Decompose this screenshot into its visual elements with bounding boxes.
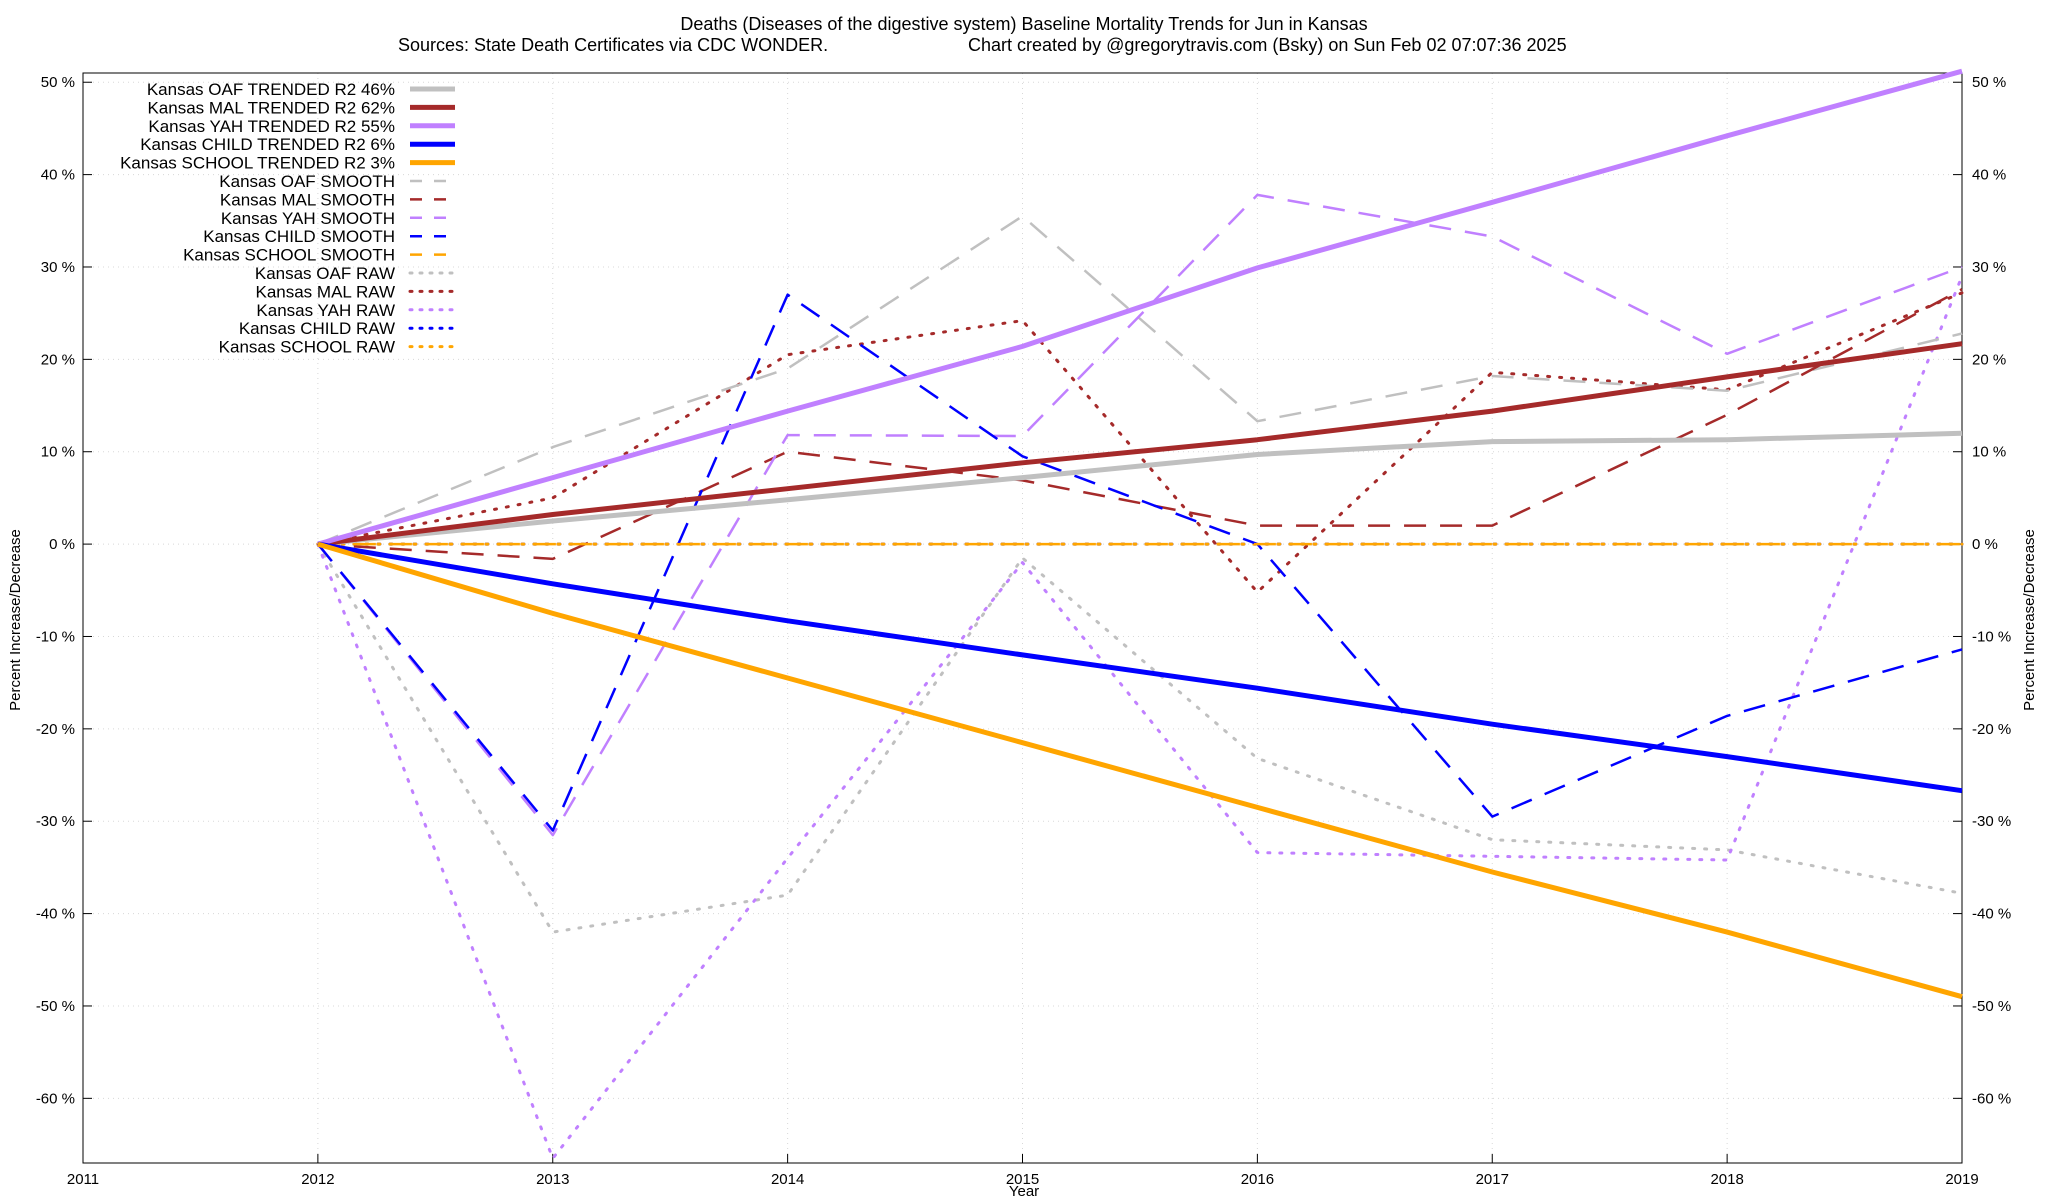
axis-ticks: 50 % 50 % 40 % 40 % 30 % 30 % 20 % 20 % 10 % 10 %… (36, 74, 2011, 1188)
y-tick-label-left: -60 % (36, 1090, 75, 1107)
x-tick-label: 2017 (1476, 1171, 1509, 1188)
y-tick-label-left: 30 % (41, 259, 75, 276)
legend: Kansas OAF TRENDED R2 46%Kansas MAL TREN… (120, 80, 457, 357)
series-line-6 (317, 288, 1963, 561)
legend-label: Kansas MAL TRENDED R2 62% (147, 98, 395, 117)
legend-label: Kansas SCHOOL TRENDED R2 3% (120, 154, 395, 173)
legend-label: Kansas CHILD TRENDED R2 6% (140, 135, 395, 154)
chart-subtitle-credit: Chart created by @gregorytravis.com (Bsk… (968, 35, 1567, 55)
series-line-3 (317, 541, 1963, 794)
x-tick-label: 2015 (1006, 1171, 1039, 1188)
y-tick-label-left: 40 % (41, 167, 75, 184)
y-axis-label-left: Percent Increase/Decrease (7, 529, 24, 711)
series-line-7 (316, 193, 1963, 837)
y-tick-label-right: 30 % (1972, 259, 2006, 276)
legend-label: Kansas CHILD SMOOTH (203, 227, 395, 246)
y-tick-label-left: 0 % (49, 536, 75, 553)
y-tick-label-right: -10 % (1972, 628, 2011, 645)
legend-label: Kansas SCHOOL SMOOTH (183, 246, 395, 265)
y-tick-label-right: -50 % (1972, 998, 2011, 1015)
legend-label: Kansas SCHOOL RAW (219, 338, 395, 357)
y-tick-label-left: -30 % (36, 813, 75, 830)
legend-label: Kansas OAF RAW (255, 264, 395, 283)
series-line-10 (316, 542, 1964, 934)
legend-label: Kansas YAH TRENDED R2 55% (148, 117, 395, 136)
x-axis-label: Year (1009, 1183, 1039, 1200)
legend-label: Kansas YAH SMOOTH (221, 209, 395, 228)
y-tick-label-right: 0 % (1972, 536, 1998, 553)
y-tick-label-right: -20 % (1972, 721, 2011, 738)
series-line-2 (317, 68, 1963, 547)
y-tick-label-left: 50 % (41, 74, 75, 91)
x-tick-label: 2012 (301, 1171, 334, 1188)
x-tick-label: 2019 (1945, 1171, 1978, 1188)
y-tick-label-right: -30 % (1972, 813, 2011, 830)
y-tick-label-right: -40 % (1972, 906, 2011, 923)
y-tick-label-right: 50 % (1972, 74, 2006, 91)
legend-label: Kansas OAF SMOOTH (219, 172, 395, 191)
series-line-4 (317, 541, 1963, 1000)
legend-label: Kansas MAL RAW (255, 282, 395, 301)
y-tick-label-left: -10 % (36, 628, 75, 645)
y-tick-label-left: -20 % (36, 721, 75, 738)
legend-label: Kansas MAL SMOOTH (220, 190, 395, 209)
y-tick-label-left: -40 % (36, 906, 75, 923)
x-tick-label: 2016 (1241, 1171, 1274, 1188)
series-line-12 (316, 274, 1964, 1160)
y-tick-label-left: 20 % (41, 351, 75, 368)
legend-label: Kansas YAH RAW (256, 301, 395, 320)
legend-label: Kansas CHILD RAW (239, 319, 395, 338)
series-line-1 (317, 341, 1963, 547)
x-tick-label: 2014 (771, 1171, 804, 1188)
y-tick-label-right: 10 % (1972, 444, 2006, 461)
y-axis-label-right: Percent Increase/Decrease (2021, 529, 2038, 711)
chart-subtitle-sources: Sources: State Death Certificates via CD… (398, 35, 828, 55)
x-tick-label: 2018 (1710, 1171, 1743, 1188)
series-lines (316, 68, 1964, 1160)
y-tick-label-left: 10 % (41, 444, 75, 461)
series-line-8 (316, 293, 1963, 832)
y-tick-label-right: -60 % (1972, 1090, 2011, 1107)
chart-title: Deaths (Diseases of the digestive system… (680, 14, 1367, 34)
legend-label: Kansas OAF TRENDED R2 46% (147, 80, 395, 99)
y-tick-label-right: 20 % (1972, 351, 2006, 368)
series-line-0 (317, 430, 1963, 547)
y-tick-label-left: -50 % (36, 998, 75, 1015)
y-tick-label-right: 40 % (1972, 167, 2006, 184)
x-tick-label: 2013 (536, 1171, 569, 1188)
x-tick-label: 2011 (67, 1171, 99, 1188)
series-line-5 (317, 214, 1963, 546)
